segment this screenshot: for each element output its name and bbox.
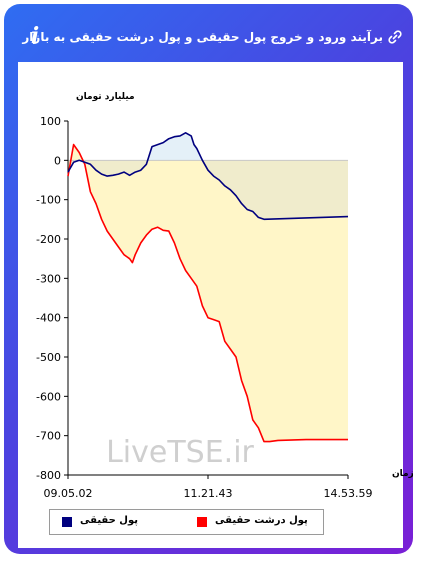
info-icon[interactable]: i xyxy=(30,23,40,49)
chart-card: i برآیند ورود و خروج پول حقیقی و پول درش… xyxy=(4,4,413,554)
legend-swatch-big-real-money xyxy=(197,517,207,527)
area-real-money-negative xyxy=(68,160,348,220)
y-tick-label: 0 xyxy=(54,154,61,167)
y-tick-label: -500 xyxy=(36,351,61,364)
watermark: LiveTSE.ir xyxy=(106,435,254,470)
legend-label-big-real-money: پول درشت حقیقی xyxy=(215,515,308,526)
y-tick-label: -100 xyxy=(36,194,61,207)
x-axis-label: زمان xyxy=(392,469,413,479)
chart-legend: پول حقیقی پول درشت حقیقی xyxy=(49,509,324,535)
link-icon[interactable] xyxy=(387,29,403,45)
legend-swatch-real-money xyxy=(62,517,72,527)
y-tick-label: -700 xyxy=(36,430,61,443)
legend-item-real-money[interactable]: پول حقیقی xyxy=(50,510,180,534)
legend-item-big-real-money[interactable]: پول درشت حقیقی xyxy=(185,510,325,534)
line-chart: میلیارد تومان زمان LiveTSE.ir 100 0 -100 -2… xyxy=(36,92,413,500)
y-tick-label: -200 xyxy=(36,233,61,246)
y-tick-label: -800 xyxy=(36,469,61,482)
chart-title: برآیند ورود و خروج پول حقیقی و پول درشت … xyxy=(22,30,383,44)
series-line-real-money[interactable] xyxy=(67,132,349,221)
y-tick-label: -300 xyxy=(36,272,61,285)
y-axis-label: میلیارد تومان xyxy=(76,92,135,102)
x-tick-label: 11.21.43 xyxy=(184,487,233,500)
y-tick-label: -400 xyxy=(36,312,61,325)
card-header: i برآیند ورود و خروج پول حقیقی و پول درش… xyxy=(4,4,413,62)
x-tick-label: 09.05.02 xyxy=(44,487,93,500)
x-tick-label: 14.53.59 xyxy=(324,487,373,500)
y-tick-label: 100 xyxy=(40,115,61,128)
legend-label-real-money: پول حقیقی xyxy=(80,515,138,526)
y-tick-label: -600 xyxy=(36,390,61,403)
series-line-big-real-money[interactable] xyxy=(67,143,348,443)
